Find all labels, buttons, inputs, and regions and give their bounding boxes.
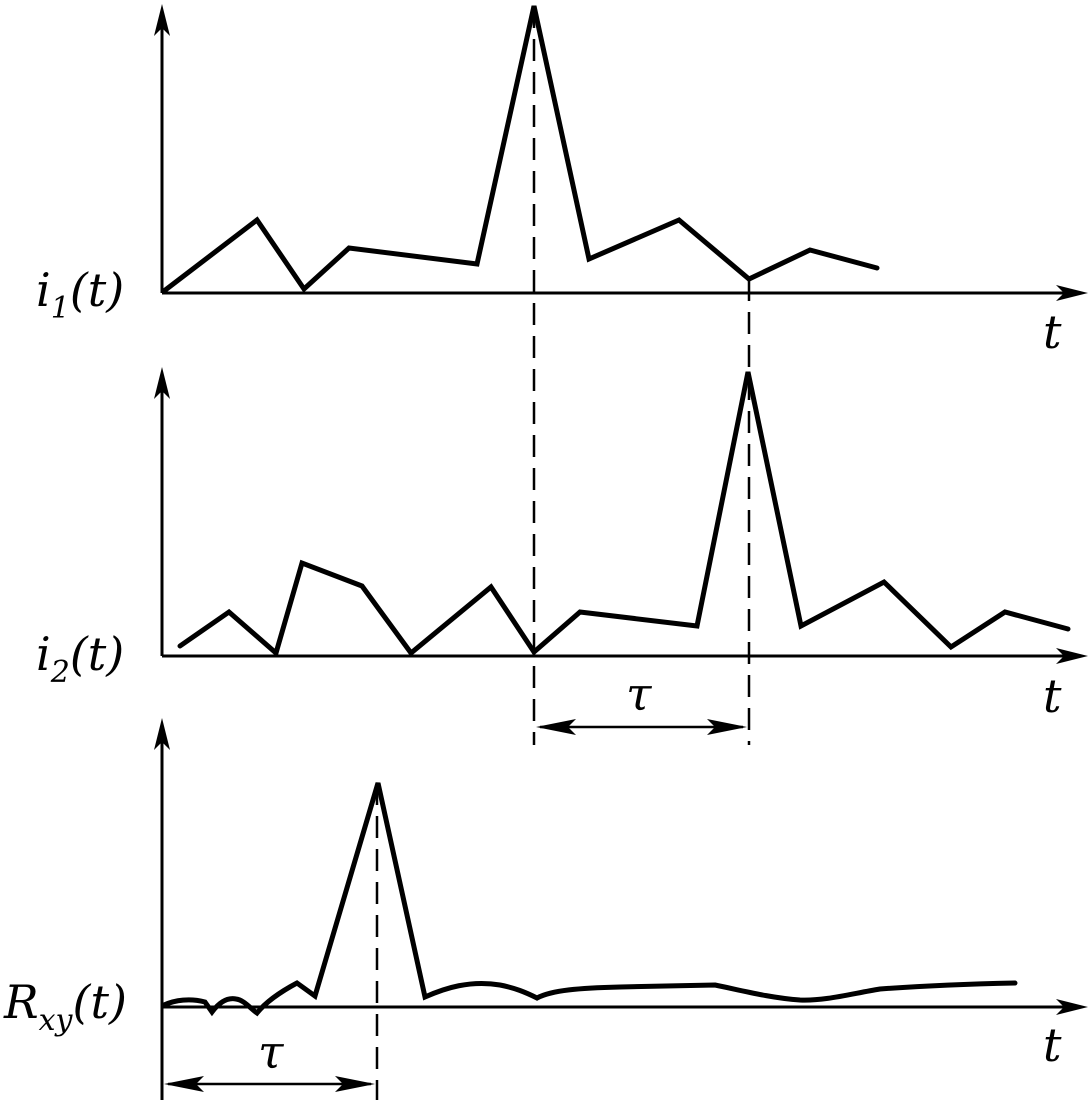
panel-i2-x-arrow <box>1056 648 1088 664</box>
panel-i1-ylabel: i1(t) <box>36 263 124 326</box>
tau-right-arrow <box>707 719 747 735</box>
panel-i2: i2(t) t <box>36 367 1088 723</box>
panel-rxy-ylabel: Rxy(t) <box>3 975 127 1038</box>
panel-i1-xlabel: t <box>1043 305 1062 359</box>
panel-rxy-x-arrow <box>1056 999 1088 1015</box>
rxy-tau-right-arrow <box>335 1076 375 1092</box>
panel-i2-ylabel: i2(t) <box>36 627 124 690</box>
delay-marker-correlation: τ <box>164 783 379 1100</box>
tau-label-signals: τ <box>626 667 653 721</box>
panel-rxy: Rxy(t) t <box>3 718 1088 1100</box>
panel-i1-x-arrow <box>1056 285 1088 301</box>
panel-rxy-y-arrow <box>154 718 170 750</box>
tau-left-arrow <box>536 719 576 735</box>
panel-rxy-correlation-curve <box>161 782 1018 1017</box>
panel-i1-y-arrow <box>154 4 170 36</box>
panel-i2-xlabel: t <box>1043 669 1062 723</box>
tau-label-correlation: τ <box>258 1025 285 1079</box>
panel-i2-signal <box>177 371 1071 658</box>
panel-i1-signal <box>161 5 880 294</box>
panel-rxy-xlabel: t <box>1043 1018 1062 1072</box>
panel-i1: i1(t) t <box>36 4 1088 359</box>
panel-i2-y-arrow <box>154 367 170 399</box>
delay-marker-signals: τ <box>532 6 751 745</box>
rxy-tau-left-arrow <box>164 1076 204 1092</box>
